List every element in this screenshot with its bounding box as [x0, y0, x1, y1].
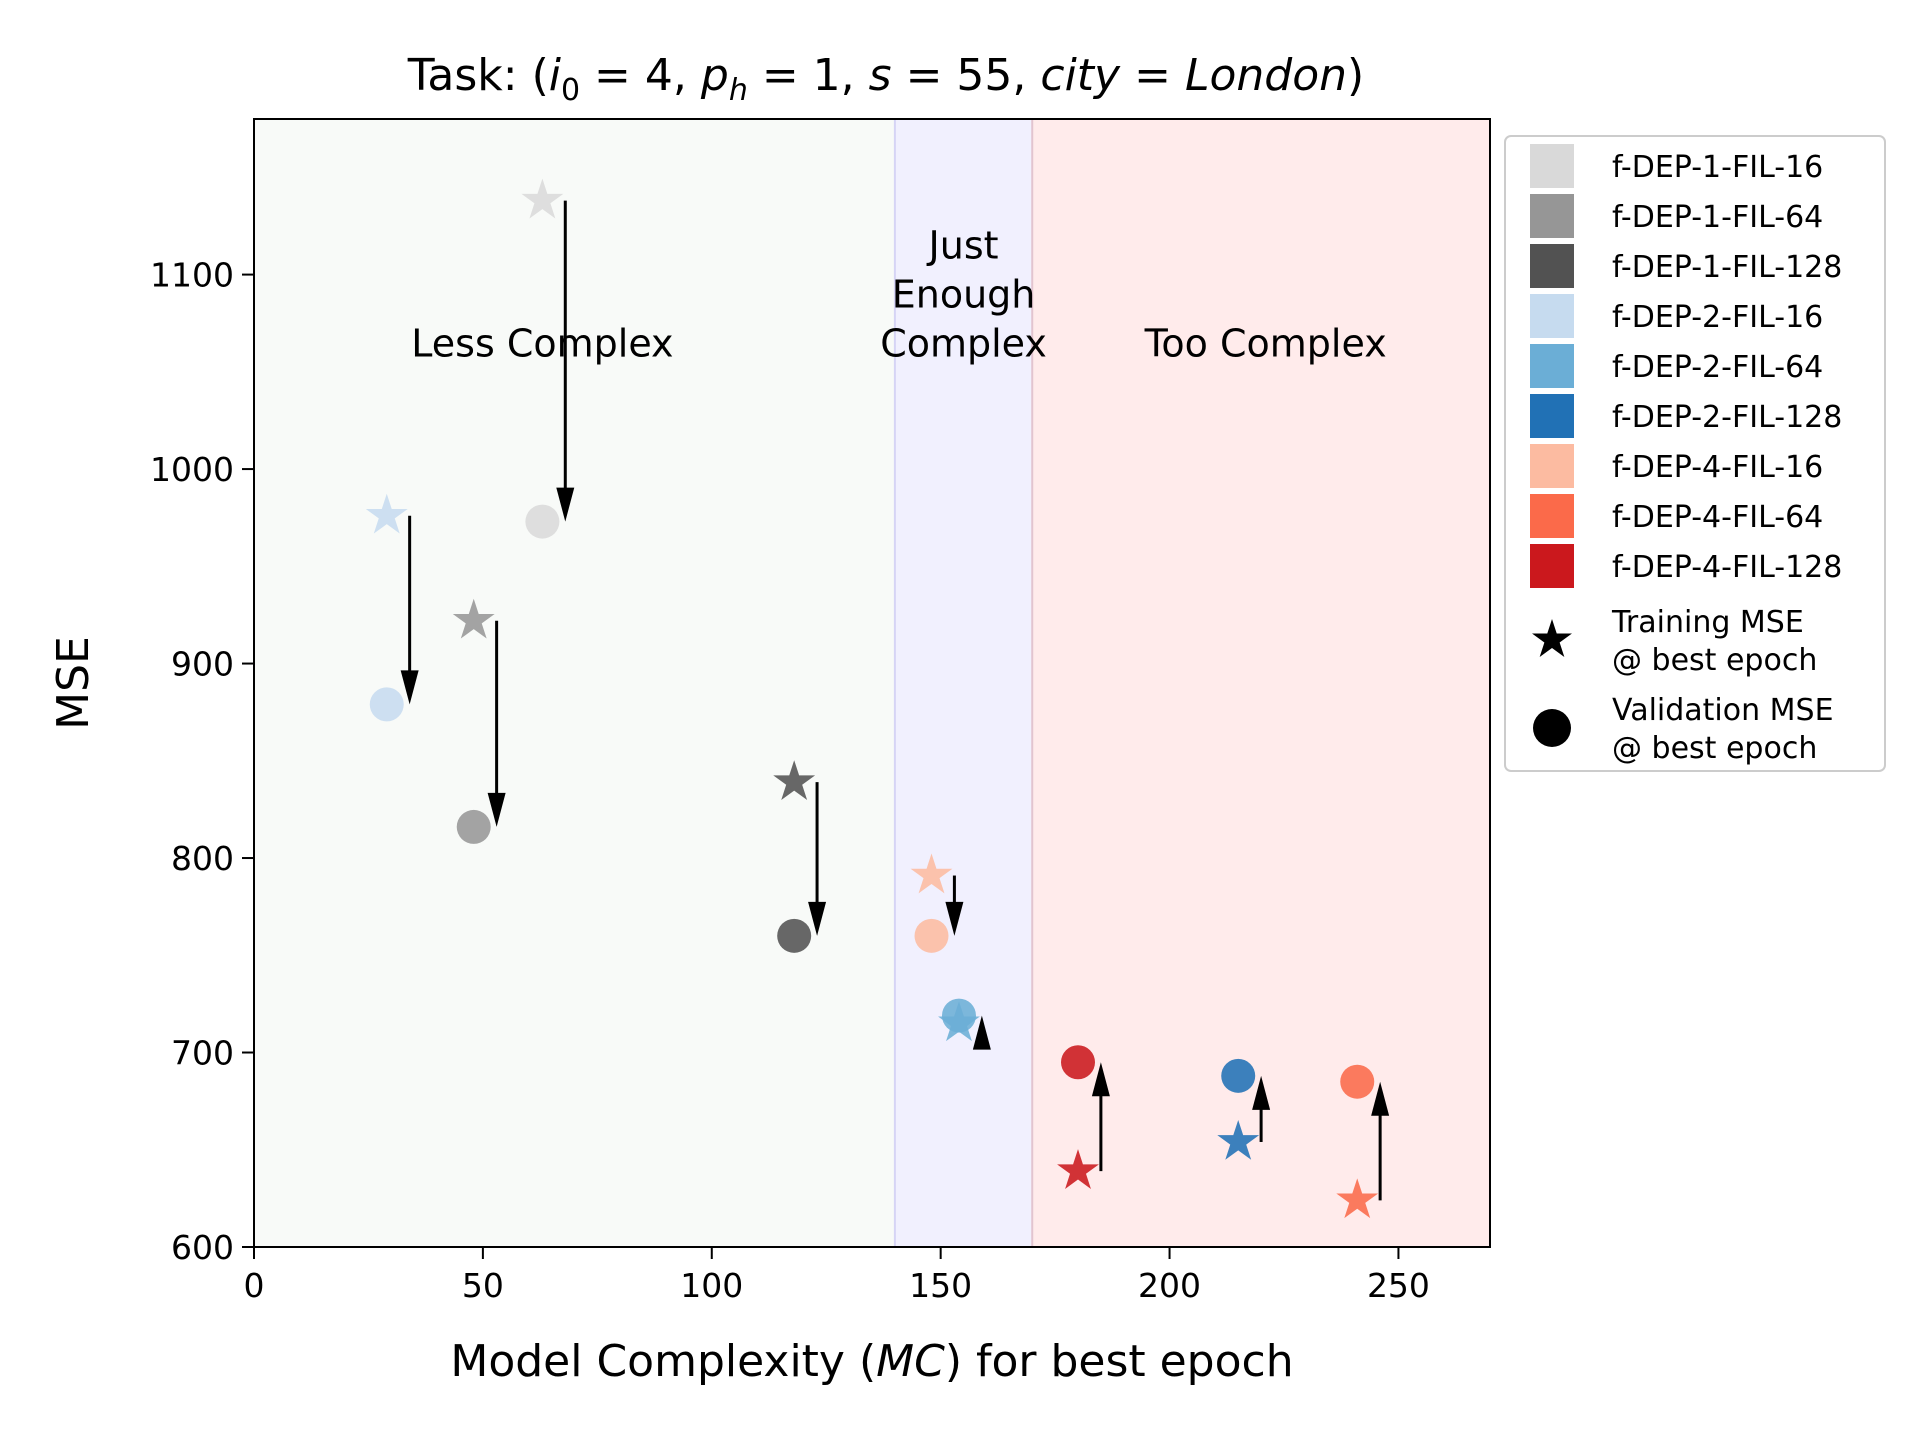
arrow-head-0: [556, 487, 575, 522]
legend: f-DEP-1-FIL-16 f-DEP-1-FIL-64 f-DEP-1-FIL-…: [1504, 135, 1886, 772]
y-tick-label-2: 800: [171, 839, 234, 878]
data-points: [365, 178, 1379, 1219]
val-point-5: [1221, 1058, 1256, 1093]
val-point-6: [914, 918, 949, 953]
train-to-val-arrows: [400, 200, 1390, 1201]
y-tick-label-5: 1100: [150, 256, 234, 295]
train-point-6: [910, 853, 953, 894]
x-axis: 0 50 100 150 200 250: [244, 1247, 1430, 1305]
region-label-1-1: Enough: [892, 273, 1036, 317]
arrow-head-7: [1371, 1081, 1390, 1116]
arrow-head-3: [400, 670, 419, 705]
arrow-head-6: [945, 901, 964, 936]
legend-label-1: f-DEP-1-FIL-64: [1612, 200, 1823, 235]
chart-title: Task: (i0 = 4, ph = 1, s = 55, city = Lo…: [407, 50, 1364, 108]
title-sym-3: city: [1040, 50, 1121, 101]
xlabel-post: ) for best epoch: [945, 1336, 1294, 1387]
val-point-0: [525, 504, 560, 539]
train-point-7: [1336, 1178, 1379, 1219]
legend-marker-label-1-1: @ best epoch: [1612, 731, 1817, 766]
arrow-head-1: [487, 792, 506, 827]
region-label-2-0: Too Complex: [1144, 322, 1387, 366]
train-point-8: [1057, 1149, 1099, 1189]
xlabel-pre: Model Complexity (: [450, 1336, 876, 1387]
region-1: [894, 119, 1033, 1247]
title-sym-2: s: [869, 50, 892, 101]
region-labels: Less Complex Just Enough Complex Too Complex: [411, 224, 1386, 366]
title-suffix: ): [1347, 50, 1364, 101]
legend-label-0: f-DEP-1-FIL-16: [1612, 150, 1823, 185]
y-tick-label-0: 600: [171, 1228, 234, 1267]
legend-label-7: f-DEP-4-FIL-64: [1612, 500, 1823, 535]
val-point-8: [1061, 1045, 1095, 1080]
title-prefix: Task: (: [407, 50, 549, 101]
legend-label-2: f-DEP-1-FIL-128: [1612, 250, 1842, 285]
legend-marker-label-0-1: @ best epoch: [1612, 643, 1817, 678]
legend-swatch-6: [1530, 444, 1574, 488]
train-point-2: [773, 760, 816, 800]
legend-marker-star: [1532, 619, 1572, 657]
x-tick-label-1: 50: [462, 1266, 504, 1305]
title-val-1: = 1,: [748, 50, 869, 101]
xlabel-math: MC: [876, 1336, 945, 1387]
legend-label-5: f-DEP-2-FIL-128: [1612, 400, 1842, 435]
legend-swatch-1: [1530, 194, 1574, 238]
y-tick-label-3: 900: [171, 645, 234, 684]
train-point-4: [938, 1001, 980, 1042]
region-label-0-0: Less Complex: [411, 322, 673, 366]
plot-frame: [253, 118, 1491, 1248]
title-sym-4: London: [1185, 50, 1347, 101]
title-val-3: =: [1120, 50, 1185, 101]
complexity-regions: [254, 119, 1490, 1247]
x-axis-label: Model Complexity (MC) for best epoch: [450, 1336, 1293, 1387]
train-point-3: [365, 493, 408, 534]
legend-box: [1504, 135, 1886, 772]
y-tick-label-4: 1000: [150, 450, 234, 489]
arrow-head-4: [972, 1015, 991, 1050]
train-point-5: [1217, 1119, 1260, 1160]
legend-label-4: f-DEP-2-FIL-64: [1612, 350, 1823, 385]
legend-swatch-0: [1530, 144, 1574, 188]
train-point-0: [521, 178, 564, 219]
title-val-2: = 55,: [892, 50, 1041, 101]
train-point-1: [452, 598, 495, 639]
y-axis-label: MSE: [48, 636, 99, 730]
x-tick-label-2: 100: [680, 1266, 743, 1305]
region-label-1-0: Just: [927, 224, 999, 268]
legend-marker-label-1-0: Validation MSE: [1612, 693, 1834, 728]
region-label-1-2: Complex: [880, 322, 1047, 366]
legend-marker-label-0-0: Training MSE: [1611, 605, 1804, 640]
legend-swatch-4: [1530, 344, 1574, 388]
legend-swatch-7: [1530, 494, 1574, 538]
x-tick-label-5: 250: [1367, 1266, 1430, 1305]
legend-swatch-8: [1530, 544, 1574, 588]
arrow-head-8: [1091, 1062, 1110, 1097]
title-sym-1: p: [700, 50, 729, 101]
x-tick-label-3: 150: [909, 1266, 972, 1305]
legend-marker-circle: [1533, 709, 1571, 747]
arrow-head-5: [1252, 1075, 1271, 1110]
y-tick-label-1: 700: [171, 1034, 234, 1073]
legend-label-3: f-DEP-2-FIL-16: [1612, 300, 1823, 335]
region-0: [254, 119, 895, 1247]
x-tick-label-4: 200: [1138, 1266, 1201, 1305]
region-2: [1032, 119, 1490, 1247]
val-point-7: [1340, 1064, 1375, 1099]
arrow-head-2: [808, 901, 827, 936]
val-point-3: [369, 687, 404, 722]
legend-swatch-5: [1530, 394, 1574, 438]
legend-label-8: f-DEP-4-FIL-128: [1612, 550, 1842, 585]
legend-swatch-2: [1530, 244, 1574, 288]
val-point-2: [777, 918, 812, 953]
y-axis: 600 700 800 900 1000 1100: [150, 256, 254, 1267]
x-tick-label-0: 0: [244, 1266, 265, 1305]
val-point-1: [456, 809, 491, 844]
title-val-0: = 4,: [580, 50, 701, 101]
legend-label-6: f-DEP-4-FIL-16: [1612, 450, 1823, 485]
title-sub-1: h: [729, 73, 748, 108]
title-sym-0: i: [549, 50, 562, 101]
title-sub-0: 0: [561, 73, 580, 108]
legend-swatch-3: [1530, 294, 1574, 338]
